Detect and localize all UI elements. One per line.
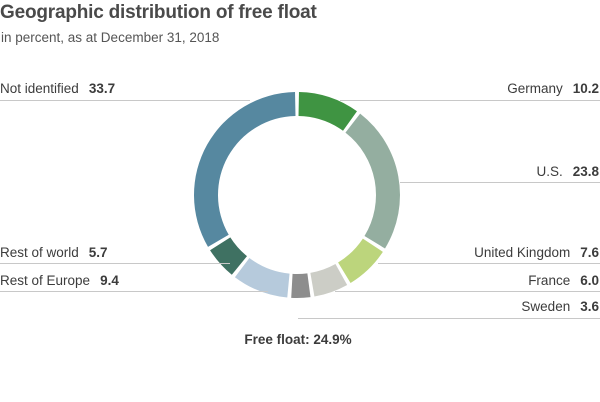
label-name: Rest of world <box>0 245 79 260</box>
slice-united-kingdom <box>338 238 383 283</box>
slice-not-identified <box>194 92 296 247</box>
chart-subtitle: in percent, as at December 31, 2018 <box>1 30 220 45</box>
label-not-identified: Not identified 33.7 <box>0 81 115 97</box>
label-sweden: Sweden 3.6 <box>521 299 599 315</box>
leader-line-france <box>335 291 600 292</box>
slice-rest-of-europe <box>234 258 290 298</box>
slice-germany <box>298 92 357 131</box>
leader-line-united-kingdom <box>378 263 600 264</box>
leader-line-germany <box>340 100 600 101</box>
label-value: 5.7 <box>88 245 108 260</box>
label-germany: Germany 10.2 <box>507 81 599 97</box>
label-value: 6.0 <box>580 273 599 288</box>
label-rest-of-world: Rest of world 5.7 <box>0 245 108 261</box>
slice-sweden <box>291 273 311 298</box>
leader-line-us <box>400 182 600 183</box>
label-value: 9.4 <box>100 273 119 288</box>
label-name: Sweden <box>521 299 571 314</box>
label-name: Not identified <box>0 81 79 96</box>
leader-line-sweden <box>298 318 600 319</box>
label-name: Rest of Europe <box>0 273 91 288</box>
label-rest-of-europe: Rest of Europe 9.4 <box>0 273 119 289</box>
caption-prefix: Free float: <box>244 332 314 347</box>
slice-rest-of-world <box>210 237 248 275</box>
label-value: 23.8 <box>572 164 599 179</box>
free-float-caption: Free float: 24.9% <box>0 332 596 347</box>
label-name: France <box>528 273 571 288</box>
leader-line-rest-of-europe <box>0 291 268 292</box>
slice-u-s <box>345 113 400 249</box>
label-us: U.S. 23.8 <box>536 164 599 180</box>
label-value: 3.6 <box>580 299 599 314</box>
label-name: United Kingdom <box>474 245 571 260</box>
caption-value: 24.9% <box>313 332 352 347</box>
leader-line-rest-of-world <box>0 263 230 264</box>
label-name: Germany <box>507 81 563 96</box>
chart-title: Geographic distribution of free float <box>0 2 317 23</box>
label-france: France 6.0 <box>528 273 599 289</box>
slice-france <box>310 264 348 297</box>
label-united-kingdom: United Kingdom 7.6 <box>474 245 599 261</box>
label-value: 10.2 <box>572 81 599 96</box>
label-name: U.S. <box>536 164 563 179</box>
leader-line-not-identified <box>0 100 250 101</box>
label-value: 33.7 <box>88 81 116 96</box>
label-value: 7.6 <box>580 245 599 260</box>
